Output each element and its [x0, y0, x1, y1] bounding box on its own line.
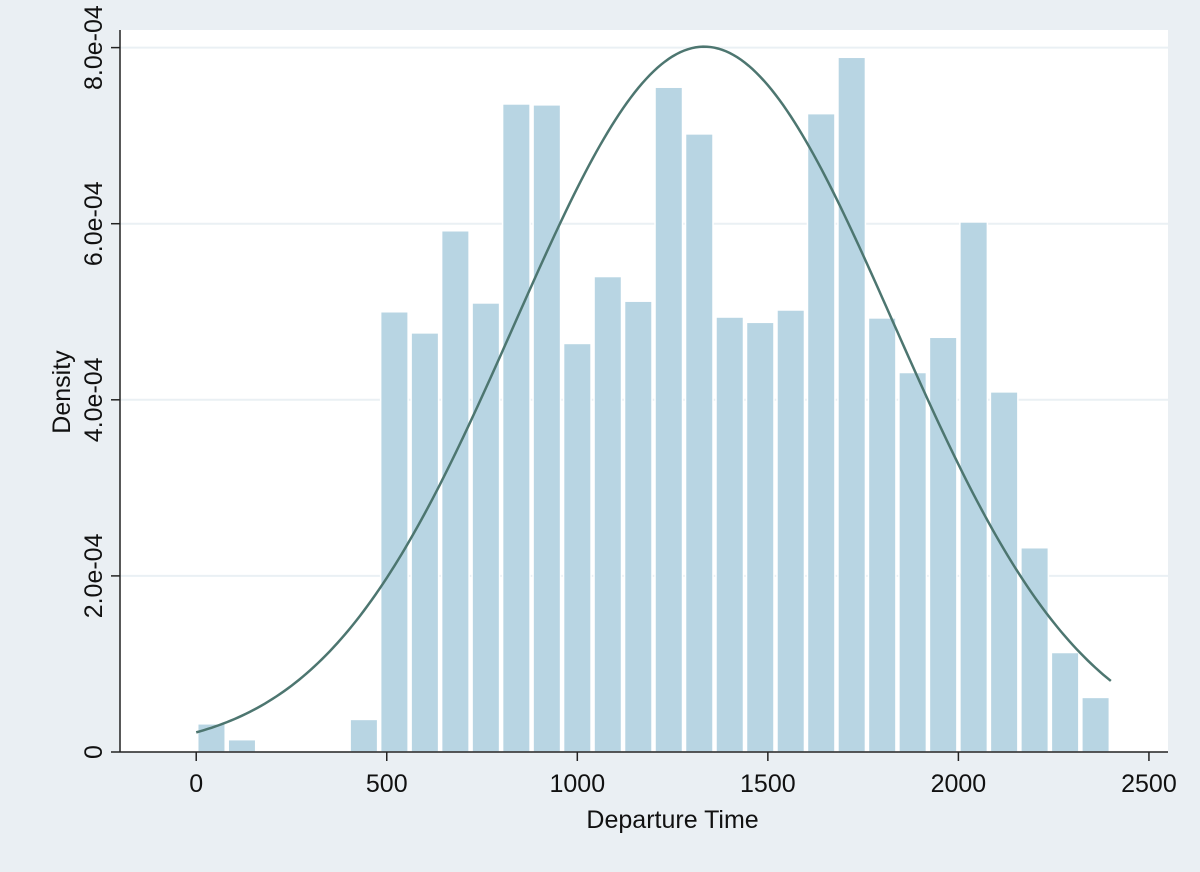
y-tick-label: 0 — [80, 745, 108, 759]
y-tick-label: 8.0e-04 — [80, 5, 108, 90]
x-tick-label: 2000 — [931, 770, 987, 798]
histogram-bar — [776, 309, 806, 753]
axes — [119, 30, 1168, 753]
histogram-bar — [623, 300, 653, 753]
x-tick-label: 1500 — [740, 770, 796, 798]
x-tick-label: 0 — [189, 770, 203, 798]
histogram-bar — [806, 112, 836, 753]
histogram-bar — [532, 104, 562, 753]
y-axis-title: Density — [48, 350, 76, 434]
x-tick-label: 500 — [366, 770, 408, 798]
histogram-bar — [562, 342, 592, 753]
histogram-bar — [410, 332, 440, 753]
x-tick-label: 1000 — [549, 770, 605, 798]
tick-marks: 0 500 1000 1500 2000 2500 0 2.0e-04 4.0e-04 6.0e-… — [80, 5, 1177, 798]
histogram-bar — [1081, 696, 1111, 753]
histogram-bar — [1050, 651, 1080, 753]
histogram-bar — [989, 391, 1019, 753]
histogram-bar — [379, 311, 409, 753]
y-tick-label: 4.0e-04 — [80, 357, 108, 442]
y-tick-label: 2.0e-04 — [80, 533, 108, 618]
normal-density-curve — [195, 45, 1112, 734]
y-tick-label: 6.0e-04 — [80, 181, 108, 266]
x-tick-label: 2500 — [1121, 770, 1177, 798]
histogram-bar — [1020, 546, 1050, 753]
histogram-bar — [440, 230, 470, 753]
histogram-bar — [349, 718, 379, 753]
histogram-bar — [898, 371, 928, 753]
x-axis-title: Departure Time — [586, 806, 758, 834]
histogram-bar — [684, 133, 714, 753]
histogram-bar — [959, 221, 989, 753]
histogram-bar — [471, 302, 501, 753]
histogram-bar — [745, 321, 775, 753]
histogram-bar — [715, 316, 745, 753]
histogram-bars — [196, 56, 1111, 753]
histogram-bar — [654, 86, 684, 753]
histogram-bar — [501, 103, 531, 753]
histogram-bar — [593, 275, 623, 753]
histogram-bar — [928, 336, 958, 753]
histogram-bar — [867, 317, 897, 753]
histogram-bar — [227, 738, 257, 753]
histogram-bar — [837, 56, 867, 753]
